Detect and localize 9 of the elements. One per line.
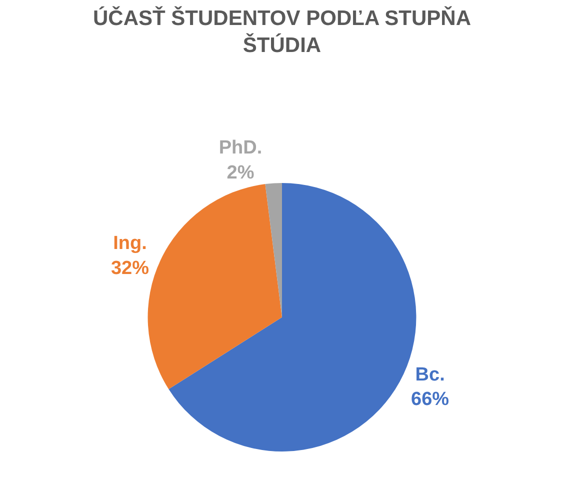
data-label: 2% [226,162,254,184]
data-label: 32% [110,258,150,279]
slice-label: Bc. [415,364,445,386]
pie-slice [148,184,282,390]
data-label: 66% [411,389,450,410]
slice-label: PhD. [218,138,262,159]
slice-label: Ing. [113,233,147,254]
chart-title: ÚČASŤ ŠTUDENTOV PODĽA STUPŇA ŠTÚDIA [92,6,472,58]
pie-slice [265,183,282,318]
